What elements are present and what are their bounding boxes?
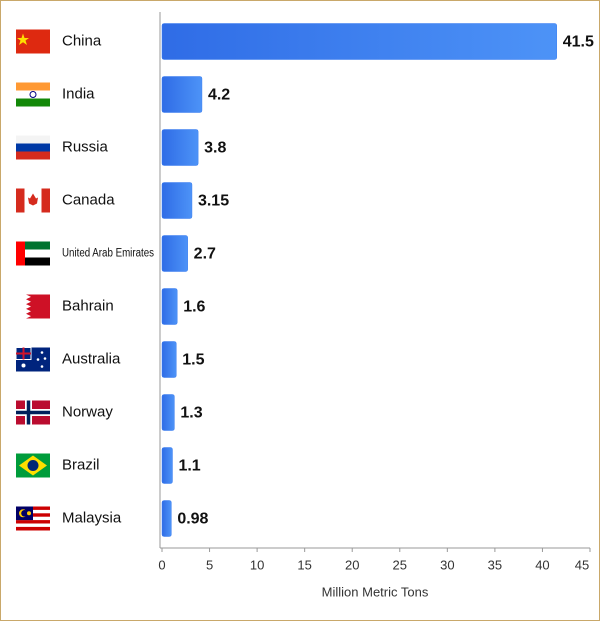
bar bbox=[161, 500, 172, 537]
x-axis-title: Million Metric Tons bbox=[322, 584, 429, 599]
value-label: 0.98 bbox=[177, 511, 208, 528]
flag-russia bbox=[16, 135, 50, 160]
x-tick-label: 40 bbox=[535, 557, 549, 572]
bar bbox=[161, 182, 193, 219]
category-label: Canada bbox=[62, 191, 115, 208]
value-label: 3.15 bbox=[198, 193, 229, 210]
category-label: India bbox=[62, 85, 95, 102]
flag-brazil bbox=[16, 453, 50, 478]
bar bbox=[161, 288, 178, 325]
value-label: 3.8 bbox=[204, 140, 226, 157]
x-tick-label: 15 bbox=[297, 557, 311, 572]
value-label: 2.7 bbox=[194, 246, 216, 263]
category-label: Australia bbox=[62, 350, 121, 367]
category-label: United Arab Emirates bbox=[62, 248, 154, 260]
x-tick-label: 0 bbox=[158, 557, 165, 572]
category-label: Russia bbox=[62, 138, 109, 155]
category-label: Malaysia bbox=[62, 509, 122, 526]
flag-australia bbox=[15, 347, 50, 372]
bar bbox=[161, 235, 188, 272]
value-label: 1.3 bbox=[180, 405, 202, 422]
flag-norway bbox=[16, 400, 50, 425]
value-label: 1.6 bbox=[183, 299, 205, 316]
bar bbox=[161, 76, 203, 113]
category-label: Norway bbox=[62, 403, 113, 420]
x-tick-label: 5 bbox=[206, 557, 213, 572]
value-label: 41.5 bbox=[563, 34, 594, 51]
flag-china bbox=[16, 29, 50, 54]
category-label: Brazil bbox=[62, 456, 100, 473]
x-tick-label: 45 bbox=[575, 557, 589, 572]
bar bbox=[161, 447, 173, 484]
bar bbox=[161, 129, 199, 166]
bar bbox=[161, 341, 177, 378]
bar bbox=[161, 23, 557, 60]
x-tick-label: 25 bbox=[393, 557, 407, 572]
x-tick-label: 10 bbox=[250, 557, 264, 572]
flag-malaysia bbox=[16, 506, 50, 531]
flag-uae bbox=[16, 241, 50, 266]
x-tick-label: 20 bbox=[345, 557, 359, 572]
value-label: 4.2 bbox=[208, 87, 230, 104]
bar bbox=[161, 394, 175, 431]
flag-india bbox=[16, 82, 50, 107]
x-tick-label: 30 bbox=[440, 557, 454, 572]
category-label: Bahrain bbox=[62, 297, 114, 314]
value-label: 1.5 bbox=[182, 352, 204, 369]
category-label: China bbox=[62, 32, 102, 49]
flag-canada bbox=[16, 188, 50, 213]
value-label: 1.1 bbox=[178, 458, 200, 475]
flags bbox=[15, 29, 50, 531]
flag-bahrain bbox=[16, 294, 50, 319]
x-tick-label: 35 bbox=[488, 557, 502, 572]
